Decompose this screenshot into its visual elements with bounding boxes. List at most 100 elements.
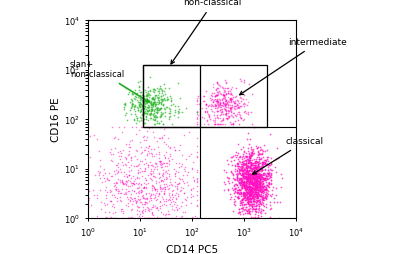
Point: [248, 164, 254, 168]
Point: [252, 174, 258, 178]
Point: [141, 138, 148, 142]
Point: [144, 181, 151, 185]
Point: [253, 161, 260, 165]
Point: [246, 177, 252, 181]
Point: [103, 190, 110, 194]
Point: [150, 130, 156, 134]
Point: [254, 186, 260, 190]
Point: [264, 183, 270, 187]
Point: [152, 107, 158, 111]
Point: [259, 183, 266, 187]
Point: [194, 184, 200, 188]
Point: [255, 179, 261, 183]
Point: [201, 99, 207, 103]
Point: [250, 197, 257, 201]
Point: [161, 189, 167, 193]
Point: [248, 188, 254, 192]
Point: [194, 150, 200, 154]
Point: [223, 91, 230, 95]
Point: [131, 109, 138, 113]
Point: [138, 102, 144, 106]
Point: [242, 176, 248, 180]
Point: [250, 181, 257, 185]
Point: [243, 175, 250, 179]
Point: [237, 168, 244, 172]
Point: [248, 154, 254, 158]
Point: [147, 112, 154, 116]
Point: [268, 155, 274, 160]
Point: [208, 98, 215, 102]
Point: [238, 206, 245, 210]
Point: [256, 187, 263, 191]
Point: [133, 199, 139, 203]
Point: [221, 107, 228, 111]
Point: [85, 172, 91, 177]
Point: [212, 116, 218, 120]
Point: [165, 156, 171, 160]
Point: [161, 185, 168, 189]
Point: [107, 216, 113, 220]
Point: [251, 169, 258, 173]
Point: [240, 156, 247, 160]
Point: [256, 155, 262, 159]
Point: [156, 216, 163, 220]
Point: [248, 177, 255, 181]
Point: [150, 101, 156, 105]
Point: [216, 122, 223, 126]
Point: [160, 197, 166, 201]
Point: [218, 92, 224, 96]
Point: [258, 189, 265, 193]
Point: [248, 199, 254, 203]
Point: [241, 180, 247, 184]
Point: [260, 181, 266, 185]
Point: [162, 110, 168, 114]
Point: [126, 173, 132, 177]
Point: [262, 178, 268, 182]
Point: [194, 110, 200, 114]
Point: [206, 113, 212, 117]
Point: [242, 187, 248, 192]
Point: [230, 172, 237, 176]
Point: [260, 173, 266, 177]
Point: [112, 146, 118, 150]
Point: [94, 137, 100, 141]
Point: [244, 178, 251, 182]
Point: [236, 192, 242, 196]
Point: [253, 190, 259, 194]
Point: [247, 191, 254, 195]
Point: [248, 179, 254, 183]
Point: [141, 98, 148, 102]
Point: [246, 193, 253, 197]
Point: [231, 100, 238, 104]
Point: [249, 180, 255, 184]
Point: [250, 199, 257, 203]
Point: [107, 216, 114, 220]
Point: [148, 211, 155, 215]
Point: [256, 176, 263, 180]
Point: [123, 176, 130, 180]
Point: [252, 179, 258, 183]
Point: [153, 102, 160, 106]
Point: [156, 106, 163, 110]
Point: [143, 90, 149, 94]
Point: [154, 115, 160, 119]
Point: [236, 164, 242, 168]
Point: [166, 109, 173, 113]
Point: [161, 202, 167, 207]
Point: [225, 176, 231, 180]
Point: [168, 103, 174, 107]
Point: [126, 145, 132, 149]
Point: [242, 167, 248, 171]
Point: [240, 193, 246, 197]
Point: [255, 166, 262, 170]
Point: [131, 96, 138, 100]
Point: [248, 171, 255, 176]
Point: [154, 106, 161, 110]
Point: [120, 181, 126, 185]
Point: [145, 163, 151, 167]
Point: [238, 197, 245, 201]
Point: [162, 216, 169, 220]
Point: [205, 122, 211, 126]
Point: [252, 183, 258, 187]
Point: [227, 108, 234, 112]
